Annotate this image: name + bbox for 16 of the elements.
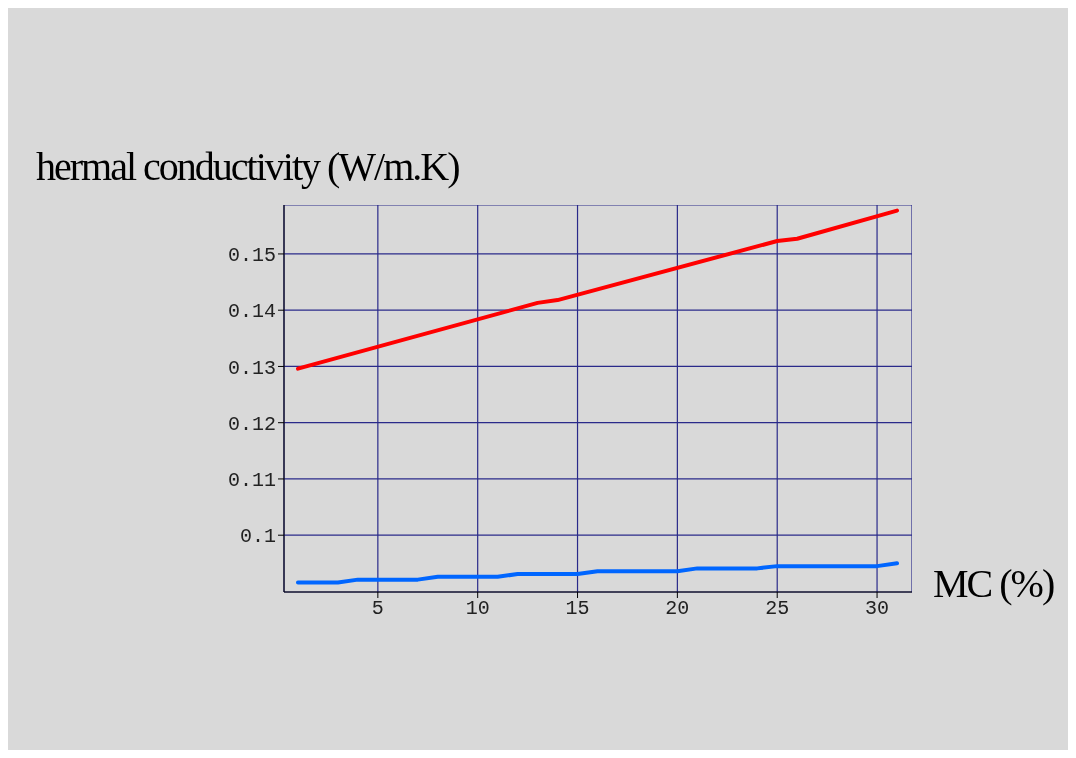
y-tick-label: 0.14 <box>227 300 276 324</box>
y-tick-label: 0.11 <box>227 469 276 493</box>
x-tick-label: 15 <box>565 597 590 621</box>
x-tick-label: 20 <box>665 597 690 621</box>
line-series <box>295 561 900 585</box>
x-tick-label: 10 <box>465 597 490 621</box>
x-tick-label: 25 <box>765 597 790 621</box>
y-axis-title: hermal conductivity (W/m.K) <box>36 143 459 190</box>
x-axis-title: MC (%) <box>933 560 1054 607</box>
line-series <box>295 208 900 371</box>
x-tick-label: 5 <box>371 597 384 621</box>
y-tick-label: 0.1 <box>239 525 276 549</box>
y-tick-label: 0.13 <box>227 356 276 380</box>
y-tick-label: 0.12 <box>227 412 276 436</box>
x-tick-label: 30 <box>865 597 890 621</box>
y-tick-label: 0.15 <box>227 244 276 268</box>
